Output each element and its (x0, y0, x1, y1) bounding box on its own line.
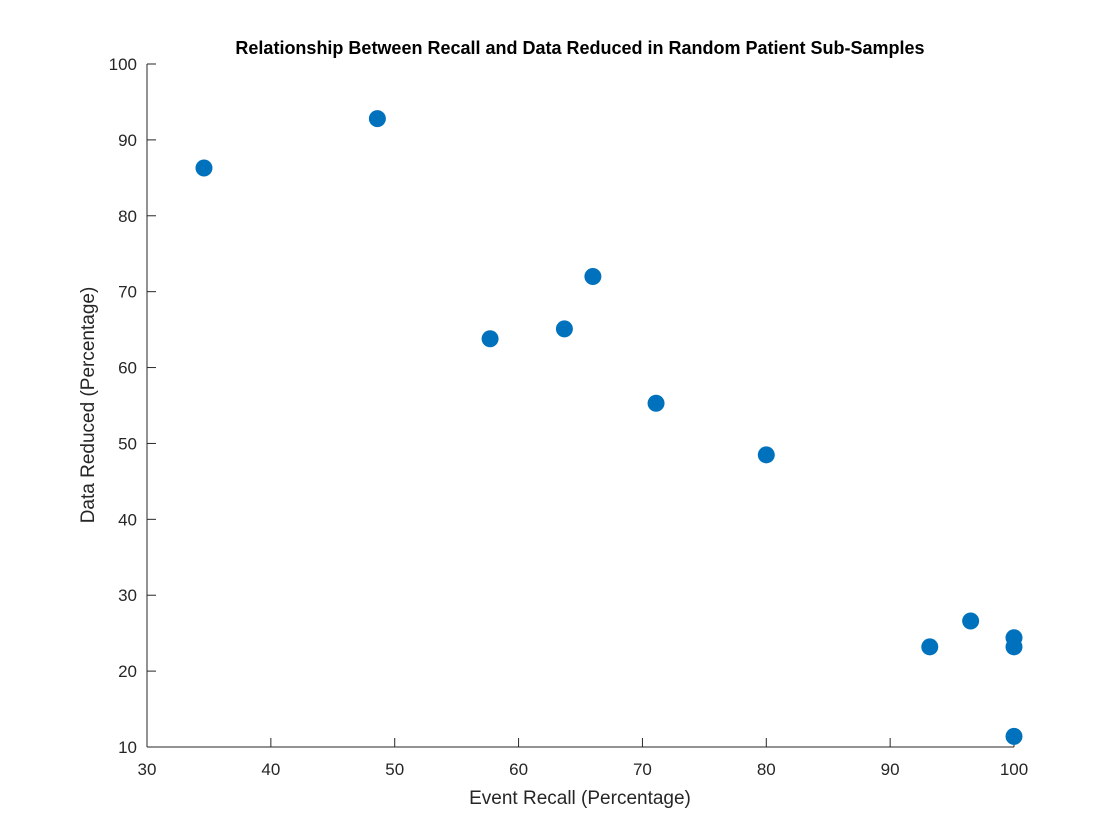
data-point-2 (368, 110, 386, 128)
x-tick-label: 70 (633, 760, 652, 779)
y-tick-label: 30 (118, 586, 137, 605)
y-axis-label: Data Reduced (Percentage) (78, 287, 99, 524)
data-point-7 (757, 446, 775, 464)
y-tick-label: 10 (118, 738, 137, 757)
x-tick-label: 40 (261, 760, 280, 779)
x-tick-label: 30 (138, 760, 157, 779)
plot-axes (146, 64, 1014, 748)
y-tick-label: 40 (118, 510, 137, 529)
y-ticks: 10 20 30 40 50 60 70 80 90 100 (109, 55, 156, 757)
data-point-3 (481, 330, 499, 348)
x-ticks: 30 40 50 60 70 80 90 100 (138, 738, 1028, 779)
data-point-1 (195, 159, 213, 177)
data-point-9 (962, 612, 980, 630)
y-tick-label: 20 (118, 662, 137, 681)
data-points (195, 110, 1023, 745)
data-point-8 (921, 638, 939, 656)
chart-title: Relationship Between Recall and Data Red… (235, 38, 924, 58)
y-tick-label: 50 (118, 434, 137, 453)
x-tick-label: 60 (509, 760, 528, 779)
data-point-4 (555, 320, 573, 338)
y-tick-label: 90 (118, 131, 137, 150)
data-point-6 (647, 394, 665, 412)
y-tick-label: 70 (118, 283, 137, 302)
x-tick-label: 80 (757, 760, 776, 779)
x-tick-label: 90 (881, 760, 900, 779)
x-tick-label: 100 (1000, 760, 1028, 779)
x-tick-label: 50 (385, 760, 404, 779)
data-point-11 (1005, 638, 1023, 656)
data-point-5 (584, 267, 602, 285)
y-tick-label: 80 (118, 207, 137, 226)
y-tick-label: 60 (118, 359, 137, 378)
data-point-12 (1005, 727, 1023, 745)
x-axis-label: Event Recall (Percentage) (469, 788, 691, 809)
y-tick-label: 100 (109, 55, 137, 74)
